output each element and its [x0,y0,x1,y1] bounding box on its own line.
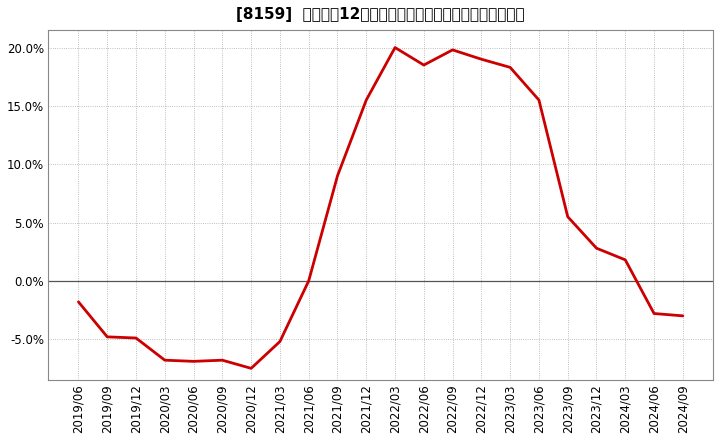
Title: [8159]  売上高の12か月移動合計の対前年同期増減率の推移: [8159] 売上高の12か月移動合計の対前年同期増減率の推移 [236,7,525,22]
